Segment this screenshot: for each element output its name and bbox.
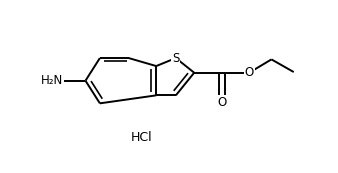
Text: HCl: HCl [131, 131, 152, 144]
Text: O: O [245, 66, 254, 79]
Text: O: O [217, 95, 226, 108]
Text: S: S [172, 52, 179, 65]
Text: H₂N: H₂N [41, 74, 63, 87]
